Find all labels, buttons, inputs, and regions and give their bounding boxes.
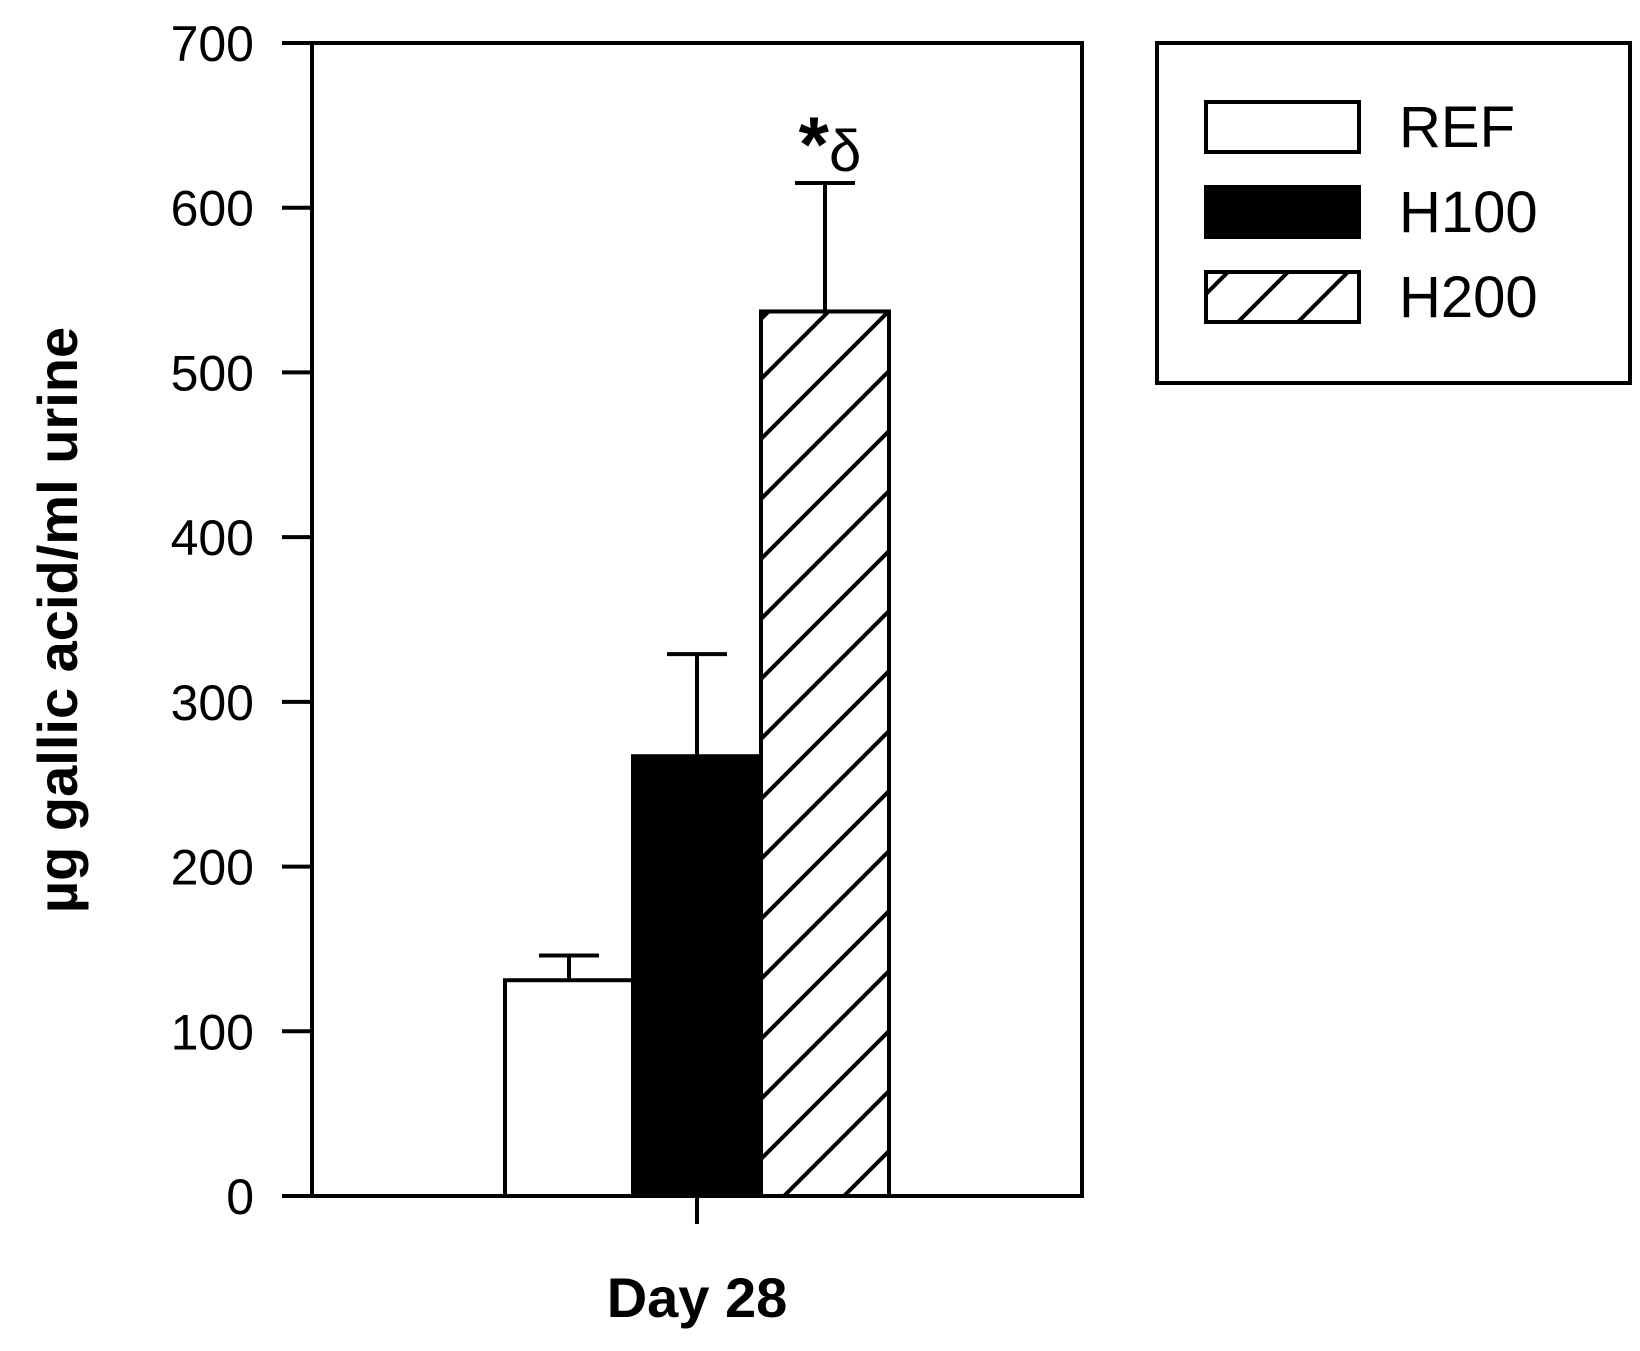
legend: REF H100 H200 [1204,95,1538,330]
bars [503,309,891,1199]
y-tick-label: 0 [226,1169,254,1225]
bar-h100 [631,754,763,1198]
y-tick-label: 500 [171,345,254,401]
y-axis: 0 100 200 300 400 500 600 700 [171,16,312,1225]
error-bars [539,181,855,981]
legend-label-ref: REF [1399,95,1515,160]
significance-annotation: *δ [799,100,862,188]
bar-hatching [759,309,891,1198]
y-axis-title: µg gallic acid/ml urine [26,327,89,913]
y-tick-label: 100 [171,1004,254,1060]
y-tick-label: 600 [171,181,254,237]
legend-swatch-ref [1204,100,1361,154]
legend-label-h100: H100 [1399,180,1538,245]
x-axis-label: Day 28 [607,1266,788,1329]
legend-box [1155,41,1632,385]
bar-ref [503,978,635,1199]
legend-swatch-h100 [1204,185,1361,239]
y-tick-label: 400 [171,510,254,566]
legend-swatch-hatching [1204,270,1361,324]
y-tick-label: 200 [171,840,254,896]
y-tick-label: 700 [171,16,254,72]
y-tick-label: 300 [171,675,254,731]
legend-label-h200: H200 [1399,265,1538,330]
